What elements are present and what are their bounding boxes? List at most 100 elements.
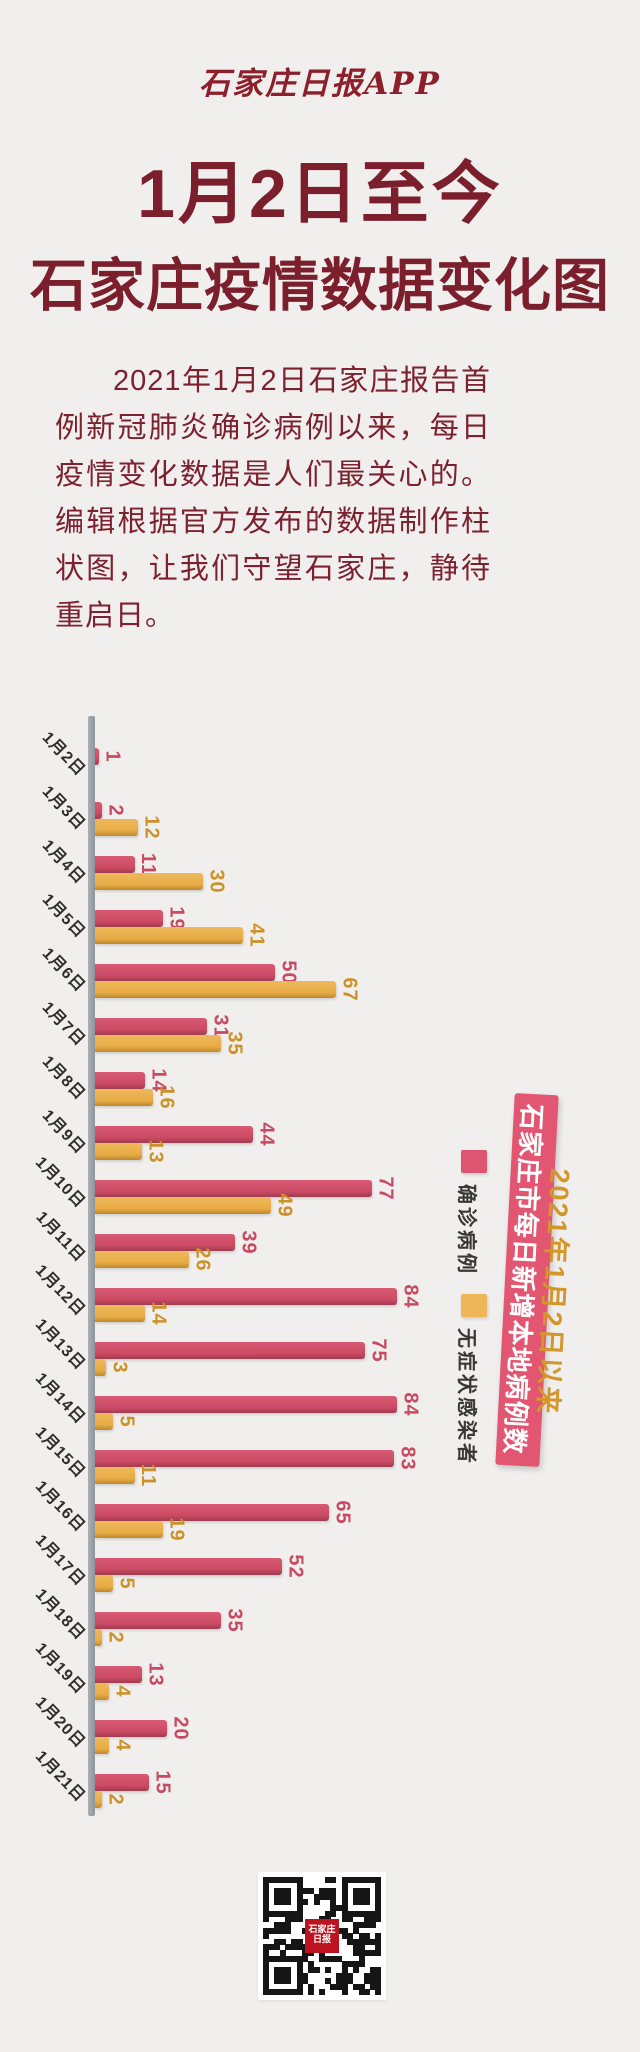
qr-module: [319, 1955, 326, 1962]
qr-module: [263, 1882, 269, 1889]
qr-module: [347, 1938, 354, 1945]
bar-value-label: 77: [375, 1176, 397, 1200]
qr-module: [369, 1938, 376, 1945]
qr-module: [285, 1955, 292, 1962]
legend-swatch-asymptomatic: [461, 1294, 487, 1317]
bar-asymptomatic: [95, 1359, 106, 1376]
bar-value-label: 11: [137, 1463, 160, 1487]
qr-module: [268, 1927, 275, 1934]
bar-value-text: 4: [111, 1738, 134, 1752]
qr-module: [296, 1966, 303, 1973]
qr-module: [274, 1921, 281, 1928]
qr-module: [285, 1916, 292, 1923]
bar-asymptomatic: [95, 1035, 221, 1052]
qr-module: [296, 1955, 303, 1962]
qr-module: [369, 1983, 376, 1990]
qr-module: [375, 1950, 382, 1957]
bar-value-text: 11: [137, 1463, 160, 1487]
qr-module: [263, 1927, 269, 1934]
bar-confirmed: [95, 748, 99, 765]
bar-confirmed: [95, 1126, 253, 1143]
bar-value-text: 13: [144, 1661, 167, 1687]
qr-module: [296, 1899, 303, 1906]
bar-asymptomatic: [95, 1737, 109, 1754]
qr-module: [285, 1899, 292, 1906]
qr-module: [263, 1978, 269, 1985]
bar-value-text: 26: [191, 1246, 214, 1272]
bar-value-text: 84: [399, 1391, 422, 1417]
qr-module: [302, 1972, 309, 1979]
qr-module: [291, 1955, 298, 1962]
qr-module: [375, 1905, 382, 1912]
qr-module: [347, 1916, 354, 1923]
qr-module: [352, 1950, 359, 1957]
qr-module: [341, 1978, 348, 1985]
qr-module: [274, 1972, 281, 1979]
qr-module: [296, 1989, 303, 1996]
qr-module: [364, 1933, 371, 1940]
qr-module: [341, 1899, 348, 1906]
qr-module: [358, 1938, 365, 1945]
bar-value-label: 16: [156, 1085, 178, 1109]
bar-value-text: 1: [101, 749, 124, 763]
qr-module: [358, 1989, 365, 1996]
qr-module: [319, 1893, 326, 1900]
bar-value-text: 44: [255, 1121, 278, 1147]
bar-value-label: 14: [148, 1301, 170, 1325]
qr-module: [279, 1978, 286, 1985]
qr-module: [285, 1910, 292, 1917]
bar-value-label: 67: [339, 977, 361, 1001]
qr-module: [274, 1877, 281, 1883]
bar-confirmed: [95, 1774, 149, 1791]
bar-value-text: 35: [223, 1607, 246, 1633]
qr-module: [369, 1877, 376, 1883]
qr-module: [296, 1888, 303, 1895]
qr-module: [285, 1944, 292, 1951]
qr-module: [358, 1955, 365, 1962]
qr-module: [296, 1961, 303, 1968]
qr-module: [296, 1983, 303, 1990]
qr-module: [341, 1983, 348, 1990]
bar-confirmed: [95, 1504, 329, 1521]
bar-value-label: 52: [284, 1553, 307, 1579]
qr-module: [279, 1938, 286, 1945]
qr-module: [274, 1966, 281, 1973]
bar-confirmed: [95, 1180, 372, 1197]
bar-value-label: 2: [105, 800, 127, 820]
qr-module: [302, 1955, 309, 1962]
legend-label-asymptomatic: 无症状感染者: [455, 1328, 477, 1466]
qr-module: [291, 1910, 298, 1917]
qr-module: [375, 1989, 382, 1996]
qr-module: [274, 1899, 281, 1906]
qr-module: [263, 1916, 269, 1923]
chart-axis: [88, 716, 95, 1816]
bar-value-text: 5: [115, 1576, 138, 1590]
qr-module: [291, 1916, 298, 1923]
qr-module: [375, 1938, 382, 1945]
qr-module: [274, 1893, 281, 1900]
qr-module: [296, 1978, 303, 1985]
qr-module: [336, 1927, 343, 1934]
legend-swatch-confirmed: [461, 1150, 487, 1173]
qr-module: [375, 1899, 382, 1906]
bar-value-label: 50: [278, 960, 300, 984]
qr-module: [364, 1910, 371, 1917]
qr-module: [313, 1893, 320, 1900]
qr-module: [296, 1882, 303, 1889]
qr-module: [336, 1983, 343, 1990]
bar-asymptomatic: [95, 1575, 113, 1592]
bar-value-label: 4: [112, 1681, 134, 1701]
qr-module: [268, 1877, 275, 1883]
bar-value-text: 52: [284, 1553, 307, 1579]
qr-module: [274, 1955, 281, 1962]
qr-module: [352, 1983, 359, 1990]
bar-value-text: 2: [104, 1792, 127, 1806]
bar-value-label: 84: [400, 1284, 422, 1308]
bar-value-label: 30: [206, 869, 228, 893]
qr-module: [352, 1927, 359, 1934]
bar-confirmed: [95, 1612, 221, 1629]
bar-asymptomatic: [95, 1521, 163, 1538]
qr-module: [302, 1950, 309, 1957]
qr-module: [274, 1944, 281, 1951]
